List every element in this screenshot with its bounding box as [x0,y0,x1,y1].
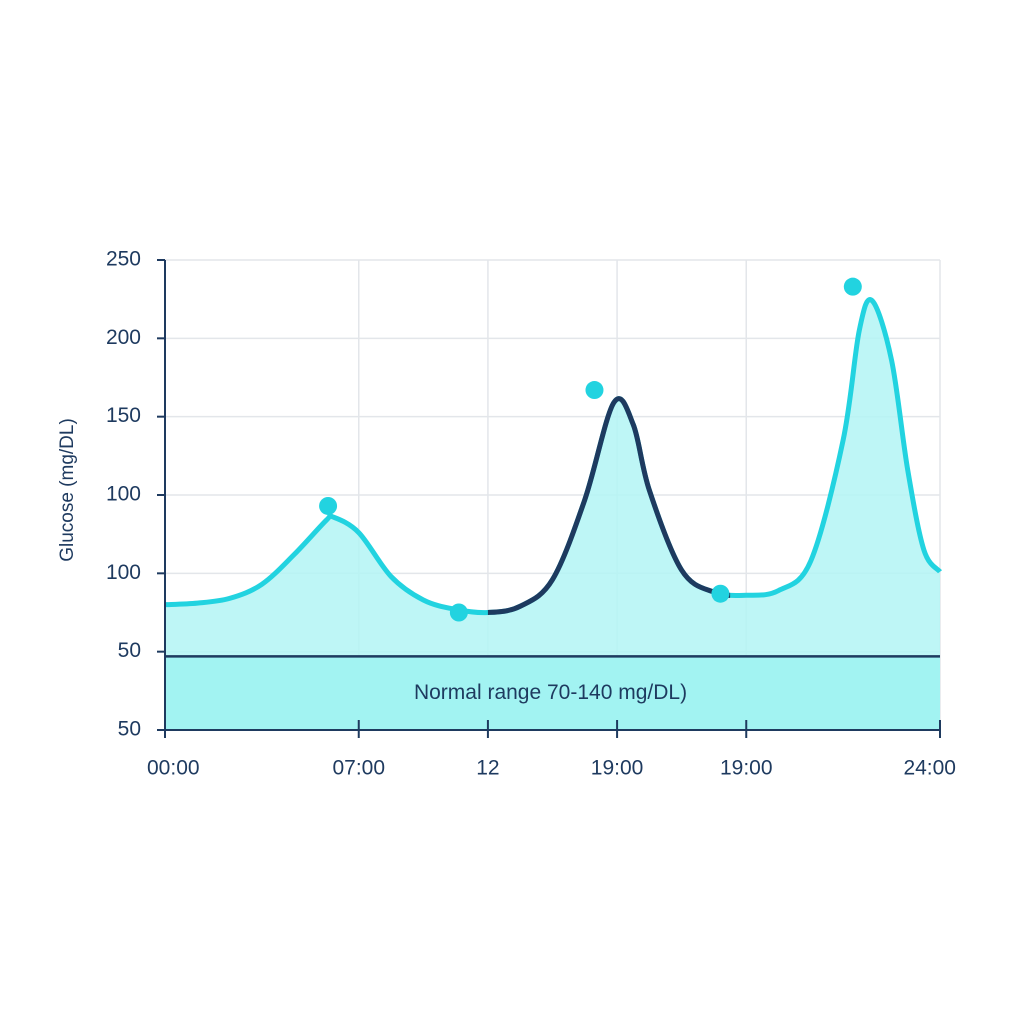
point [711,584,730,603]
y-axis-label: Glucose (mg/DL) [57,418,78,562]
point [843,277,862,296]
annotation: Normal range 70-140 mg/DL) [414,681,687,704]
normal-band [165,656,940,730]
y-tick-label: 100 [106,561,141,584]
area [165,299,940,730]
y-tick-label: 50 [118,718,141,741]
line-highlight [487,396,731,616]
point [585,381,604,400]
y-tick-label: 100 [106,483,141,506]
y-tick-label: 250 [106,248,141,271]
y-tick-label: 150 [106,404,141,427]
point [449,603,468,622]
y-tick-label: 200 [106,326,141,349]
x-tick-label: 07:00 [332,757,385,780]
x-tick-label: 19:00 [720,757,773,780]
x-tick-label: 24:00 [903,757,956,780]
x-tick-label: 00:00 [147,757,200,780]
point [319,496,338,515]
x-tick-label: 12 [476,757,499,780]
x-tick-label: 19:00 [591,757,644,780]
y-tick-label: 50 [118,639,141,662]
